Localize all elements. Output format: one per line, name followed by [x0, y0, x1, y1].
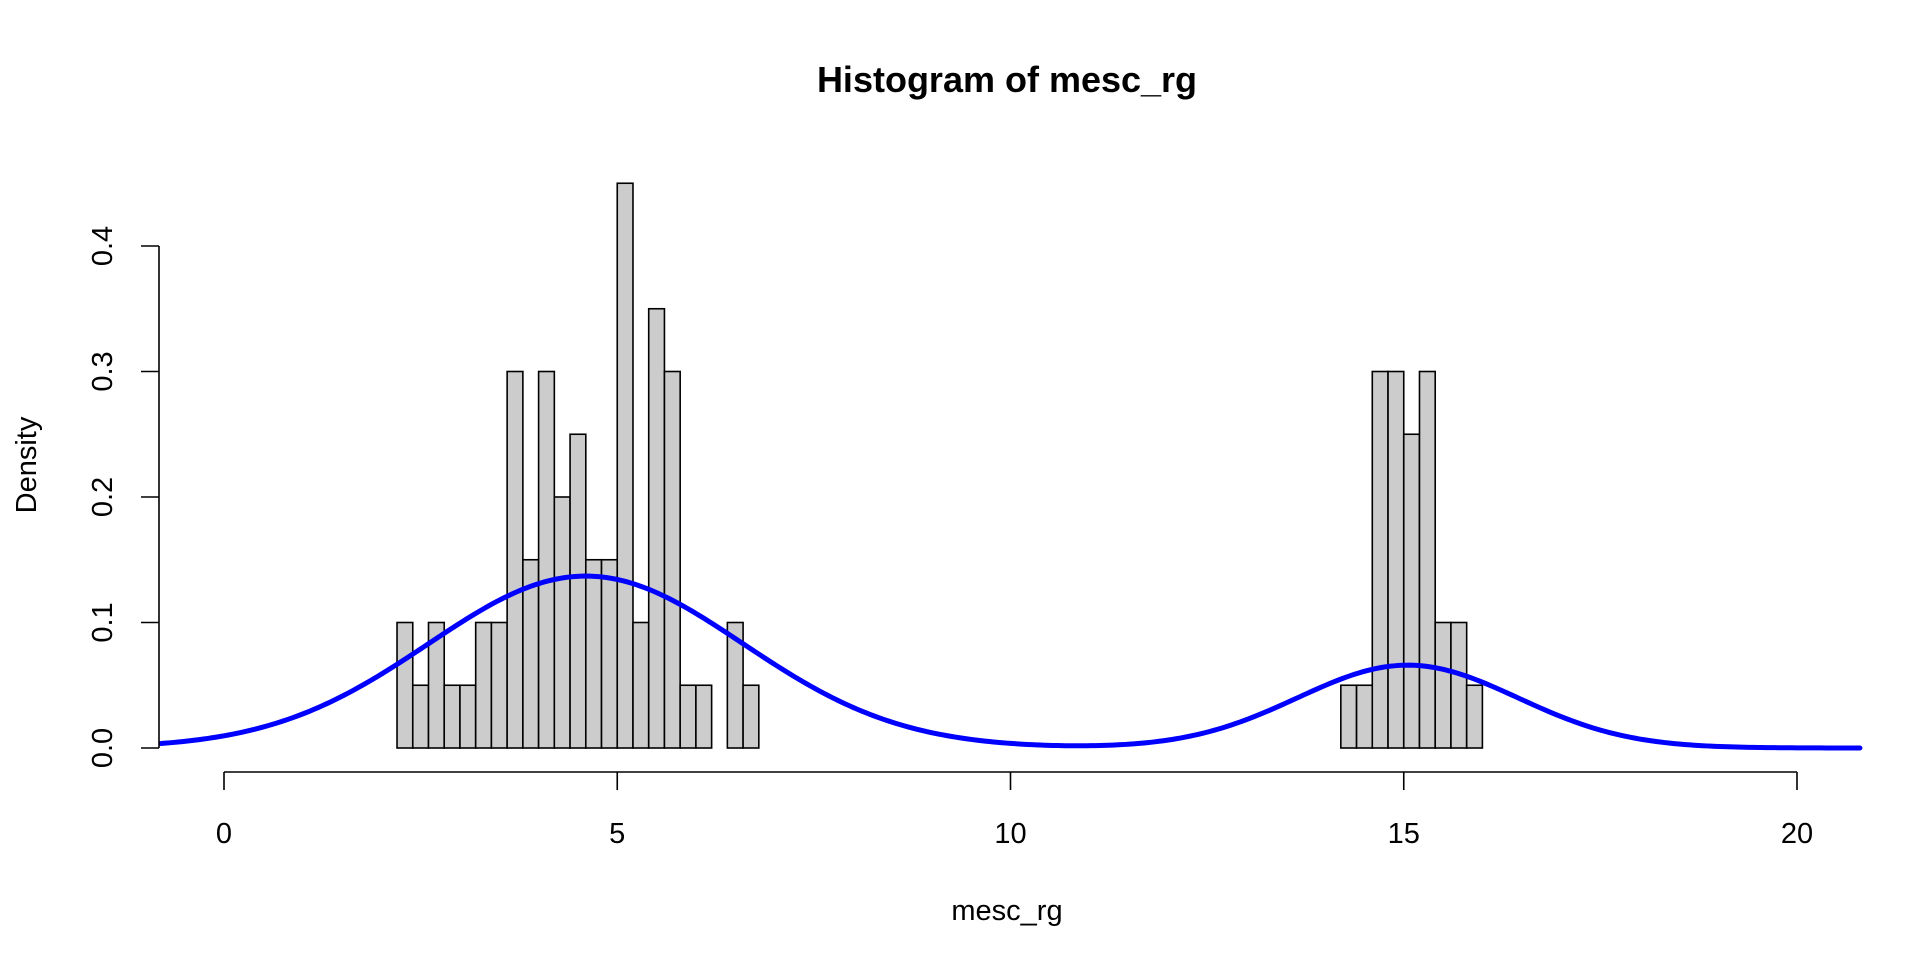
- y-tick-label: 0.2: [87, 477, 119, 517]
- y-tick-label: 0.3: [87, 351, 119, 391]
- histogram-bar: [490, 621, 508, 749]
- y-axis-label: Density: [11, 416, 43, 513]
- histogram-bar: [443, 684, 461, 749]
- histogram-bar: [616, 182, 634, 749]
- y-axis: 0.0 0.1 0.2 0.3 0.4: [87, 226, 160, 768]
- x-axis-label: mesc_rg: [951, 895, 1062, 927]
- histogram-bar: [537, 370, 556, 749]
- histogram-bar: [474, 621, 493, 749]
- histogram-bar: [1355, 684, 1374, 749]
- histogram-bar: [411, 684, 430, 749]
- histogram-bar: [396, 621, 414, 749]
- histogram-bar: [632, 621, 650, 749]
- y-tick-label: 0.1: [87, 602, 119, 642]
- x-tick-label: 0: [216, 818, 232, 850]
- histogram-bar: [459, 684, 477, 749]
- histogram-bar: [647, 307, 666, 749]
- x-tick-label: 20: [1781, 818, 1813, 850]
- density-curve-line: [158, 573, 1863, 751]
- histogram-bar: [695, 684, 713, 749]
- x-axis: 0 5 10 15 20: [216, 771, 1813, 850]
- histogram-bar: [569, 433, 587, 749]
- histogram-bar: [1465, 684, 1484, 749]
- x-tick-label: 15: [1388, 818, 1420, 850]
- histogram-bar: [1418, 370, 1437, 749]
- x-tick-label: 10: [994, 818, 1026, 850]
- histogram-bar: [679, 684, 697, 749]
- histogram-bar: [1340, 684, 1358, 749]
- histogram-bar: [742, 684, 760, 749]
- histogram-bar: [1434, 621, 1452, 749]
- histogram-bar: [553, 496, 571, 749]
- histogram-bar: [1450, 621, 1468, 749]
- histogram-bar: [1402, 433, 1421, 749]
- histogram-bar: [1371, 370, 1389, 749]
- x-tick-label: 5: [609, 818, 625, 850]
- histogram-bars: [396, 182, 1484, 749]
- histogram-bar: [506, 370, 524, 749]
- histogram-bar: [663, 370, 681, 749]
- y-tick-label: 0.4: [87, 226, 119, 266]
- chart-title: Histogram of mesc_rg: [817, 59, 1197, 100]
- histogram-bar: [1387, 370, 1405, 749]
- histogram-bar: [600, 558, 619, 749]
- y-tick-label: 0.0: [87, 728, 119, 768]
- histogram-bar: [584, 558, 603, 749]
